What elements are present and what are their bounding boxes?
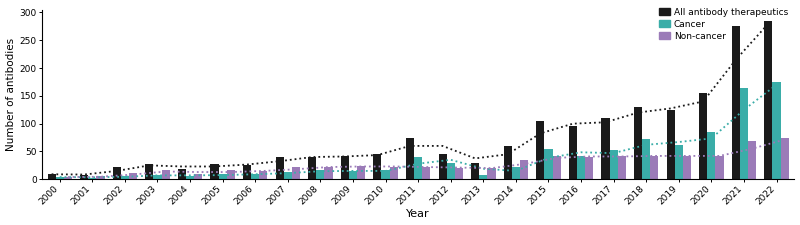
Bar xyxy=(97,176,105,179)
Bar xyxy=(666,110,674,179)
Legend: All antibody therapeutics, Cancer, Non-cancer: All antibody therapeutics, Cancer, Non-c… xyxy=(658,6,790,43)
Bar xyxy=(243,165,251,179)
Bar xyxy=(80,175,88,179)
Bar xyxy=(121,176,129,179)
Bar xyxy=(602,118,610,179)
Bar xyxy=(642,139,650,179)
Bar xyxy=(56,177,64,179)
Bar xyxy=(226,170,235,179)
Bar xyxy=(218,174,226,179)
Bar xyxy=(316,170,325,179)
Bar xyxy=(479,175,487,179)
Bar xyxy=(438,154,446,179)
Bar xyxy=(781,137,789,179)
Bar xyxy=(88,178,97,179)
Bar xyxy=(357,166,365,179)
Bar xyxy=(740,88,748,179)
Bar xyxy=(650,156,658,179)
Bar xyxy=(154,175,162,179)
Bar xyxy=(520,160,528,179)
Bar xyxy=(129,173,137,179)
Bar xyxy=(349,171,357,179)
Bar xyxy=(618,156,626,179)
Bar xyxy=(471,163,479,179)
Bar xyxy=(634,107,642,179)
Bar xyxy=(699,93,707,179)
Bar xyxy=(544,149,553,179)
Bar xyxy=(194,174,202,179)
Bar xyxy=(186,176,194,179)
Bar xyxy=(610,150,618,179)
Bar xyxy=(374,154,382,179)
Bar xyxy=(585,157,594,179)
X-axis label: Year: Year xyxy=(406,209,430,219)
Bar xyxy=(707,132,715,179)
Bar xyxy=(732,26,740,179)
Bar xyxy=(259,171,267,179)
Y-axis label: Number of antibodies: Number of antibodies xyxy=(6,38,15,151)
Bar xyxy=(422,167,430,179)
Bar xyxy=(487,168,495,179)
Bar xyxy=(390,167,398,179)
Bar xyxy=(382,170,390,179)
Bar xyxy=(748,142,756,179)
Bar xyxy=(536,121,544,179)
Bar xyxy=(308,157,316,179)
Bar xyxy=(210,164,218,179)
Bar xyxy=(715,156,723,179)
Bar xyxy=(512,167,520,179)
Bar xyxy=(47,174,56,179)
Bar xyxy=(773,82,781,179)
Bar xyxy=(284,172,292,179)
Bar xyxy=(325,167,333,179)
Bar xyxy=(178,169,186,179)
Bar xyxy=(446,163,454,179)
Bar xyxy=(406,137,414,179)
Bar xyxy=(275,157,284,179)
Bar xyxy=(674,145,683,179)
Bar xyxy=(764,21,773,179)
Bar xyxy=(414,157,422,179)
Bar xyxy=(251,174,259,179)
Bar xyxy=(113,167,121,179)
Bar xyxy=(569,126,577,179)
Bar xyxy=(683,156,691,179)
Bar xyxy=(553,156,561,179)
Bar xyxy=(454,168,463,179)
Bar xyxy=(162,170,170,179)
Bar xyxy=(577,156,585,179)
Bar xyxy=(146,164,154,179)
Bar xyxy=(504,146,512,179)
Bar xyxy=(64,177,72,179)
Bar xyxy=(292,167,300,179)
Bar xyxy=(341,156,349,179)
